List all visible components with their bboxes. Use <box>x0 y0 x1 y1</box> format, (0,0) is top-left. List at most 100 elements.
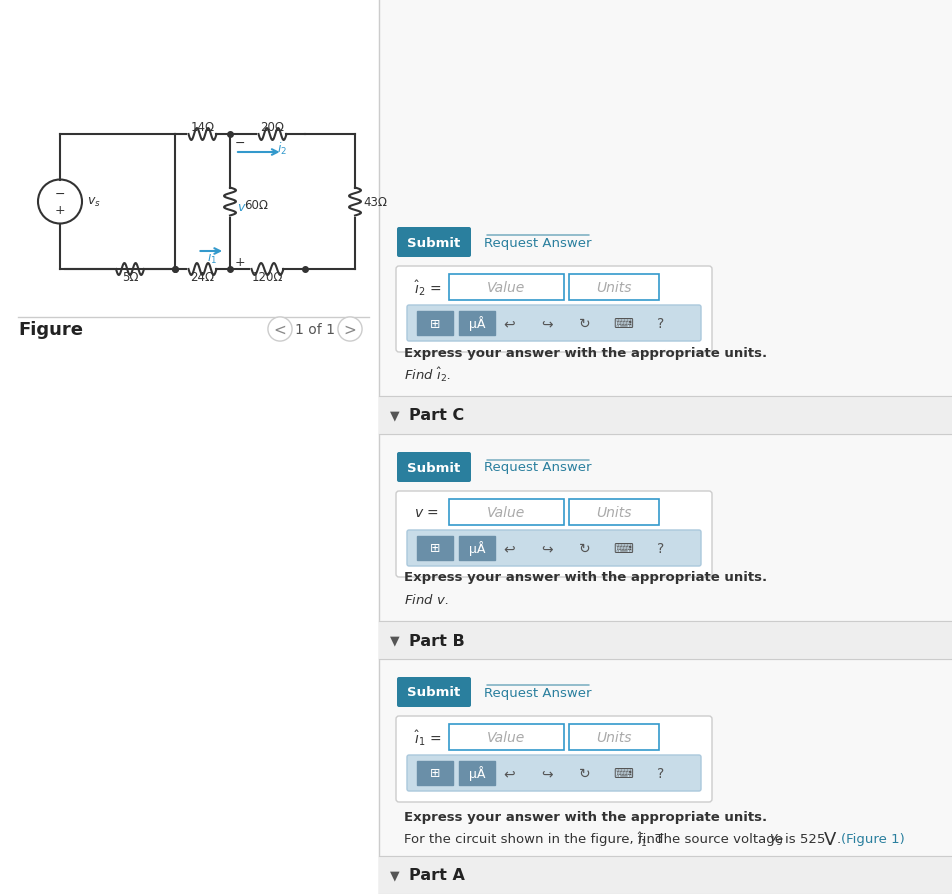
Text: Units: Units <box>596 730 631 744</box>
Text: (Figure 1): (Figure 1) <box>840 832 903 846</box>
Text: ?: ? <box>657 316 664 331</box>
Text: For the circuit shown in the figure, find: For the circuit shown in the figure, fin… <box>404 832 667 846</box>
Text: +: + <box>235 255 246 268</box>
Text: μÅ: μÅ <box>468 316 485 331</box>
Text: $v_g$: $v_g$ <box>768 831 783 847</box>
Text: ▼: ▼ <box>389 409 400 422</box>
Text: Find $\hat{\imath}_2$.: Find $\hat{\imath}_2$. <box>404 366 450 384</box>
Bar <box>417 312 452 335</box>
Text: ⌨: ⌨ <box>612 316 632 331</box>
Text: $v$: $v$ <box>237 201 247 214</box>
FancyBboxPatch shape <box>407 755 701 791</box>
Text: $i_2$: $i_2$ <box>277 140 288 156</box>
Text: <: < <box>273 322 286 337</box>
Text: $i_1$: $i_1$ <box>208 249 217 266</box>
Bar <box>379 856 952 894</box>
Text: ↻: ↻ <box>579 766 590 780</box>
Bar <box>379 0 952 894</box>
Text: $\hat{\imath}_1$: $\hat{\imath}_1$ <box>636 830 647 848</box>
Bar <box>459 536 494 561</box>
FancyBboxPatch shape <box>397 228 470 257</box>
Text: Part C: Part C <box>408 408 464 423</box>
Text: ↻: ↻ <box>579 316 590 331</box>
Text: Submit: Submit <box>407 236 460 249</box>
Bar <box>459 312 494 335</box>
Text: ?: ? <box>657 542 664 555</box>
Text: Value: Value <box>486 281 525 295</box>
FancyBboxPatch shape <box>396 492 711 578</box>
Bar <box>417 536 452 561</box>
Bar <box>568 500 659 526</box>
FancyBboxPatch shape <box>407 306 701 342</box>
Bar <box>379 621 952 659</box>
Text: ▼: ▼ <box>389 634 400 646</box>
Text: ↩: ↩ <box>503 542 514 555</box>
Bar <box>459 761 494 785</box>
Text: ↻: ↻ <box>579 542 590 555</box>
Text: Units: Units <box>596 505 631 519</box>
Text: 24Ω: 24Ω <box>190 271 214 283</box>
FancyBboxPatch shape <box>407 530 701 567</box>
Text: ⊞: ⊞ <box>429 767 440 780</box>
Text: 1 of 1: 1 of 1 <box>295 323 335 337</box>
Text: $\hat{\imath}_1$ =: $\hat{\imath}_1$ = <box>413 728 441 747</box>
FancyBboxPatch shape <box>396 266 711 352</box>
Text: $\hat{\imath}_2$ =: $\hat{\imath}_2$ = <box>413 278 441 298</box>
Text: Express your answer with the appropriate units.: Express your answer with the appropriate… <box>404 571 766 584</box>
Text: Figure: Figure <box>18 321 83 339</box>
Text: $v$ =: $v$ = <box>413 505 438 519</box>
Text: ?: ? <box>657 766 664 780</box>
Text: μÅ: μÅ <box>468 541 485 556</box>
Text: ⌨: ⌨ <box>612 542 632 555</box>
Text: Part A: Part A <box>408 867 465 882</box>
Bar <box>568 724 659 750</box>
Text: ▼: ▼ <box>389 869 400 881</box>
Text: ↩: ↩ <box>503 316 514 331</box>
Bar <box>448 724 564 750</box>
Text: $v_s$: $v_s$ <box>87 196 101 209</box>
Text: Submit: Submit <box>407 686 460 699</box>
FancyBboxPatch shape <box>397 678 470 707</box>
Text: Request Answer: Request Answer <box>484 461 591 474</box>
Bar <box>379 397 952 434</box>
Text: Value: Value <box>486 505 525 519</box>
Bar <box>568 274 659 300</box>
Text: Request Answer: Request Answer <box>484 236 591 249</box>
Text: V: V <box>823 830 836 848</box>
Text: ⌨: ⌨ <box>612 766 632 780</box>
Text: 5Ω: 5Ω <box>122 271 138 283</box>
Text: Submit: Submit <box>407 461 460 474</box>
Text: . The source voltage: . The source voltage <box>646 832 783 846</box>
Text: Value: Value <box>486 730 525 744</box>
Text: ↪: ↪ <box>541 542 552 555</box>
Text: Units: Units <box>596 281 631 295</box>
FancyBboxPatch shape <box>396 716 711 802</box>
Text: 43Ω: 43Ω <box>363 196 387 209</box>
Text: Find $v$.: Find $v$. <box>404 593 448 606</box>
Text: Express your answer with the appropriate units.: Express your answer with the appropriate… <box>404 346 766 359</box>
Text: ↩: ↩ <box>503 766 514 780</box>
Text: 20Ω: 20Ω <box>260 121 285 134</box>
Text: 120Ω: 120Ω <box>251 271 283 283</box>
Bar <box>0 0 379 894</box>
Text: ⊞: ⊞ <box>429 542 440 555</box>
Bar <box>417 761 452 785</box>
Text: Part B: Part B <box>408 633 465 648</box>
Text: .: . <box>836 832 841 846</box>
FancyBboxPatch shape <box>397 452 470 483</box>
Text: ↪: ↪ <box>541 316 552 331</box>
Text: ⊞: ⊞ <box>429 317 440 330</box>
Text: Express your answer with the appropriate units.: Express your answer with the appropriate… <box>404 811 766 823</box>
Bar <box>448 274 564 300</box>
Text: ↪: ↪ <box>541 766 552 780</box>
Text: 14Ω: 14Ω <box>190 121 214 134</box>
Text: μÅ: μÅ <box>468 765 485 780</box>
Bar <box>448 500 564 526</box>
Text: >: > <box>344 322 356 337</box>
Text: −: − <box>235 137 246 149</box>
Text: +: + <box>54 204 66 216</box>
Text: is 525: is 525 <box>784 832 824 846</box>
Text: Request Answer: Request Answer <box>484 686 591 699</box>
Text: 60Ω: 60Ω <box>244 198 268 212</box>
Text: −: − <box>54 188 65 201</box>
